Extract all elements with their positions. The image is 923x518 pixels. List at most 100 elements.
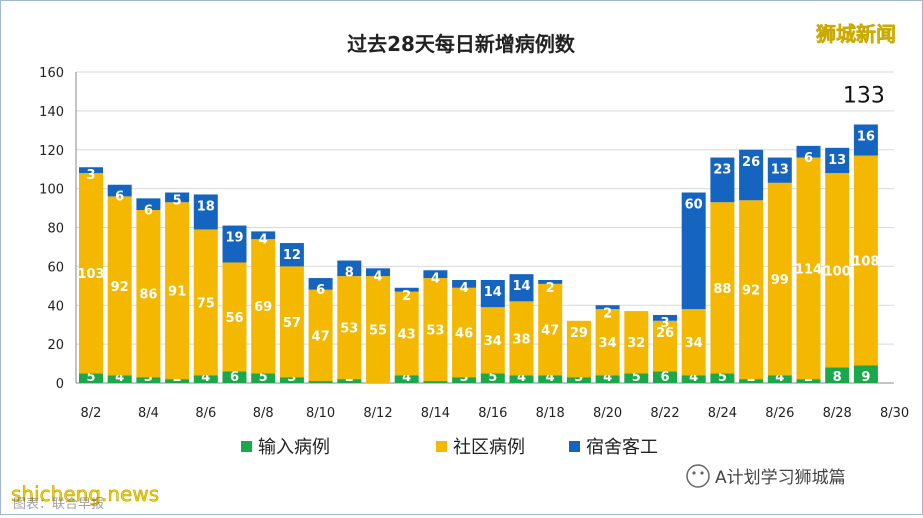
bar-label: 32 xyxy=(627,336,645,351)
bar-label: 23 xyxy=(713,163,731,178)
bar-segment xyxy=(480,307,505,374)
bar-segment xyxy=(480,373,505,383)
bar-label: 3 xyxy=(287,370,296,385)
bar-segment xyxy=(366,268,390,277)
bar-segment xyxy=(394,291,419,376)
bar-segment xyxy=(624,373,649,383)
bar-segment xyxy=(222,371,247,383)
bar-label: 4 xyxy=(431,271,440,286)
bar-segment xyxy=(853,365,878,383)
bar-segment xyxy=(767,375,792,383)
x-axis: 8/2 8/4 8/6 8/8 8/10 8/12 8/14 8/16 8/18 8/20 8/22… xyxy=(81,406,910,421)
bar-label: 92 xyxy=(111,280,129,295)
bar-segment xyxy=(509,375,534,383)
bar-segment xyxy=(279,377,304,383)
bar-segment xyxy=(853,124,878,156)
bar-label: 4 xyxy=(603,370,612,385)
bar-segment xyxy=(653,314,677,321)
bar-segment xyxy=(308,381,333,383)
wechat-icon xyxy=(686,464,710,488)
bar-segment xyxy=(825,173,850,368)
x-tick-label: 8/22 xyxy=(650,406,679,421)
bar-segment xyxy=(480,279,505,308)
bar-label: 5 xyxy=(718,370,727,385)
bar-segment xyxy=(681,309,706,376)
y-tick-label: 140 xyxy=(39,105,64,120)
bar-segment xyxy=(566,320,591,378)
bar-segment xyxy=(739,200,764,380)
x-tick-label: 8/28 xyxy=(823,406,852,421)
y-tick-label: 120 xyxy=(39,144,64,159)
bar-segment xyxy=(423,270,448,279)
bar-segment xyxy=(538,375,563,383)
bar-label: 57 xyxy=(283,316,301,331)
watermark-bottom-right: A计划学习狮城篇 xyxy=(715,468,846,488)
bar-label: 4 xyxy=(201,370,210,385)
bar-label: 4 xyxy=(517,370,526,385)
bar-label: 88 xyxy=(713,282,731,297)
legend-label: 宿舍客工 xyxy=(586,437,658,458)
bar-label: 6 xyxy=(115,190,124,205)
legend-label: 输入病例 xyxy=(258,437,330,458)
bar-segment xyxy=(366,276,390,383)
chart-title: 过去28天每日新增病例数 xyxy=(347,32,576,56)
bar-segment xyxy=(796,157,821,380)
bar-segment xyxy=(279,243,304,267)
bar-segment xyxy=(452,377,477,383)
x-tick-label: 8/8 xyxy=(253,406,274,421)
bar-segment xyxy=(136,210,161,378)
bar-segment xyxy=(653,371,677,383)
bar-segment xyxy=(595,309,620,376)
y-tick-label: 20 xyxy=(47,338,64,353)
x-tick-label: 8/14 xyxy=(421,406,450,421)
bar-segment xyxy=(710,373,735,383)
bar-segment xyxy=(796,379,821,383)
bar-label: 4 xyxy=(402,370,411,385)
bar-label: 5 xyxy=(488,370,497,385)
last-total-label: 133 xyxy=(843,83,885,108)
y-tick-label: 80 xyxy=(47,222,64,237)
bar-segment xyxy=(136,198,161,211)
bar-segment xyxy=(79,173,103,374)
bar-label: 2 xyxy=(402,289,411,304)
x-tick-label: 8/6 xyxy=(195,406,216,421)
bar-segment xyxy=(739,379,764,383)
bar-label: 2 xyxy=(546,281,555,296)
bar-label: 9 xyxy=(861,370,870,385)
bar-label: 53 xyxy=(340,322,358,337)
y-tick-label: 160 xyxy=(39,66,64,81)
bar-label: 3 xyxy=(86,168,95,183)
bar-label: 34 xyxy=(599,336,617,351)
bar-segment xyxy=(251,373,276,383)
bar-segment xyxy=(452,279,477,288)
bar-label: 26 xyxy=(656,326,674,341)
bar-label: 34 xyxy=(484,334,502,349)
bar-label: 47 xyxy=(312,329,330,344)
bar-label: 14 xyxy=(512,279,530,294)
legend: 输入病例 社区病例 宿舍客工 xyxy=(241,437,658,458)
x-tick-label: 8/2 xyxy=(81,406,102,421)
bar-segment xyxy=(509,274,534,302)
bar-label: 4 xyxy=(460,281,469,296)
bar-segment xyxy=(308,278,333,290)
bar-label: 5 xyxy=(86,370,95,385)
bar-segment xyxy=(653,320,677,372)
x-tick-label: 8/24 xyxy=(708,406,737,421)
bar-segment xyxy=(107,184,132,197)
bar-label: 100 xyxy=(824,264,851,279)
x-tick-label: 8/10 xyxy=(306,406,335,421)
bar-segment xyxy=(337,379,362,383)
bar-label: 13 xyxy=(771,163,789,178)
bar-label: 13 xyxy=(828,153,846,168)
bar-label: 92 xyxy=(742,284,760,299)
bar-segment xyxy=(222,262,247,372)
bar-segment xyxy=(251,239,276,374)
bar-segment xyxy=(423,278,448,382)
bar-segment xyxy=(136,377,161,383)
bar-label: 46 xyxy=(455,326,473,341)
x-tick-label: 8/26 xyxy=(765,406,794,421)
bar-label: 8 xyxy=(345,266,354,281)
bar-label: 91 xyxy=(168,285,186,300)
bar-segment xyxy=(107,375,132,383)
